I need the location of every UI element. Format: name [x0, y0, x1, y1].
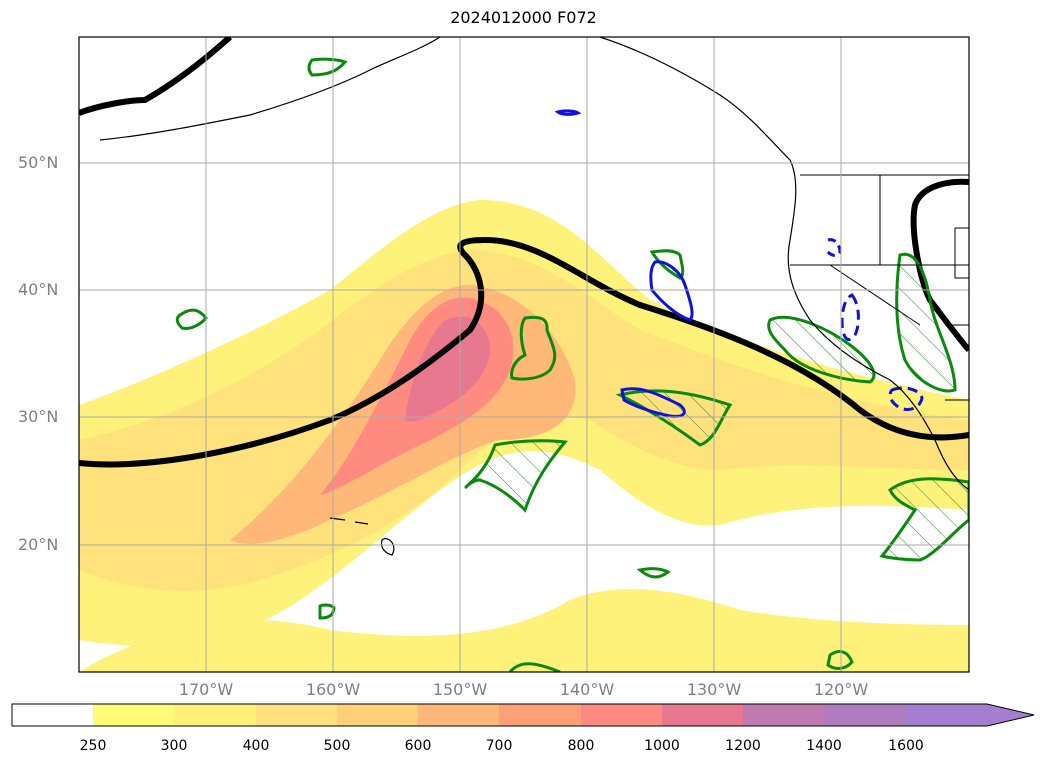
green-contour	[826, 650, 854, 670]
coastline-alaska	[99, 37, 441, 141]
lon-label-160w: 160°W	[305, 680, 361, 699]
lat-label-20n: 20°N	[18, 535, 59, 554]
colorbar-tick-1000: 1000	[644, 738, 680, 754]
lat-label-40n: 40°N	[18, 280, 59, 299]
ivt-fill-1000	[405, 316, 491, 422]
colorbar	[11, 703, 1035, 727]
green-hatched-contour	[895, 252, 957, 393]
blue-contour	[554, 109, 582, 116]
colorbar-tick-400: 400	[242, 738, 270, 754]
map-title: 2024012000 F072	[450, 8, 597, 27]
lon-label-150w: 150°W	[432, 680, 488, 699]
lon-label-140w: 140°W	[559, 680, 615, 699]
green-contour	[175, 308, 208, 330]
colorbar-tick-1200: 1200	[725, 738, 761, 754]
jet-axis-line	[79, 236, 969, 468]
green-hatched-contour	[767, 315, 876, 384]
green-contour	[510, 315, 557, 381]
green-contour	[508, 662, 561, 672]
lon-label-170w: 170°W	[178, 680, 234, 699]
ivt-fill-lower	[79, 589, 969, 672]
coastline-north-america	[599, 37, 969, 491]
blue-dashed-contour	[840, 293, 860, 341]
blue-contour	[620, 387, 686, 418]
colorbar-tick-1400: 1400	[806, 738, 842, 754]
lon-label-130w: 130°W	[686, 680, 742, 699]
lat-label-50n: 50°N	[18, 153, 59, 172]
colorbar-tick-700: 700	[485, 738, 513, 754]
lat-label-30n: 30°N	[18, 407, 59, 426]
political-borders	[790, 174, 969, 401]
map-plot-area	[79, 37, 969, 672]
colorbar-tick-1600: 1600	[888, 738, 924, 754]
green-contour	[318, 603, 336, 620]
green-hatched-contour	[879, 477, 969, 562]
green-contour	[636, 567, 671, 579]
colorbar-tick-600: 600	[404, 738, 432, 754]
map-frame	[78, 36, 970, 673]
colorbar-tick-250: 250	[79, 738, 107, 754]
colorbar-tick-300: 300	[160, 738, 188, 754]
green-hatched-contour	[615, 389, 733, 447]
green-contour	[307, 57, 348, 77]
blue-dashed-contour	[824, 238, 842, 257]
lon-label-120w: 120°W	[813, 680, 869, 699]
green-hatched-contour	[464, 439, 568, 513]
jet-axis-line-north	[79, 37, 233, 116]
green-contour	[649, 249, 685, 280]
graticule	[79, 37, 969, 672]
blue-dashed-contour	[888, 386, 924, 412]
colorbar-tick-800: 800	[567, 738, 595, 754]
blue-contour	[649, 260, 694, 322]
colorbar-tick-500: 500	[323, 738, 351, 754]
